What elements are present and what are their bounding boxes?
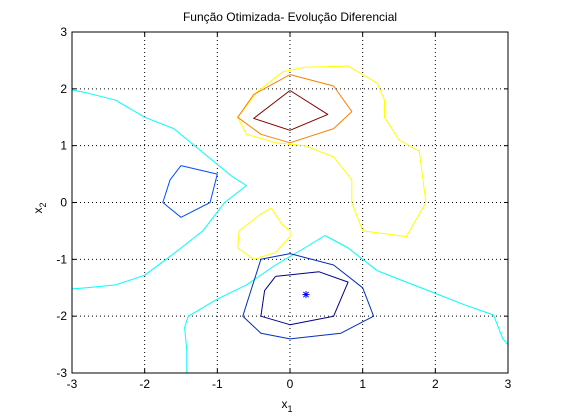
- y-tick-label: -2: [56, 309, 67, 323]
- x-tick-label: 3: [505, 377, 512, 391]
- x-tick-label: -1: [212, 377, 223, 391]
- contour-line: [184, 235, 509, 373]
- contour-line: [253, 90, 329, 131]
- y-tick-label: -1: [56, 252, 67, 266]
- x-tick-label: -2: [139, 377, 150, 391]
- x-tick-label: 1: [359, 377, 366, 391]
- y-tick-label: -3: [56, 366, 67, 380]
- x-tick-label: 0: [287, 377, 294, 391]
- svg-text:x2: x2: [31, 202, 48, 213]
- ticks: -3 -2 -1 0 1 2 3 -3 -2 -1 0 1 2 3: [56, 25, 511, 391]
- axes-background: [72, 32, 508, 373]
- y-tick-label: 0: [60, 196, 67, 210]
- contour-lines: [71, 65, 509, 373]
- plot-area: -3 -2 -1 0 1 2 3 -3 -2 -1 0 1 2 3: [56, 25, 511, 391]
- y-axis-label: x2: [31, 202, 48, 213]
- y-tick-label: 3: [60, 25, 67, 39]
- x-axis-label: x1: [281, 397, 292, 414]
- x-axis-label-base: x: [281, 397, 287, 411]
- contour-line: [162, 165, 218, 218]
- grid: [72, 32, 508, 373]
- contour-line: [71, 89, 247, 290]
- x-tick-label: 2: [432, 377, 439, 391]
- y-tick-label: 2: [60, 82, 67, 96]
- chart-title: Função Otimizada- Evolução Diferencial: [183, 10, 397, 24]
- x-tick-label: -3: [67, 377, 78, 391]
- contour-line: [260, 271, 349, 326]
- svg-text:x1: x1: [281, 397, 292, 414]
- y-tick-label: 1: [60, 139, 67, 153]
- contour-line: [242, 253, 375, 340]
- contour-line: [237, 65, 427, 238]
- marker-layer: [302, 291, 310, 299]
- contour-line: [237, 207, 291, 260]
- y-axis-label-subscript: 2: [38, 202, 48, 207]
- x-axis-label-subscript: 1: [287, 404, 292, 414]
- marker-star: [302, 291, 310, 299]
- y-axis-label-base: x: [31, 208, 45, 214]
- contour-line: [237, 74, 353, 144]
